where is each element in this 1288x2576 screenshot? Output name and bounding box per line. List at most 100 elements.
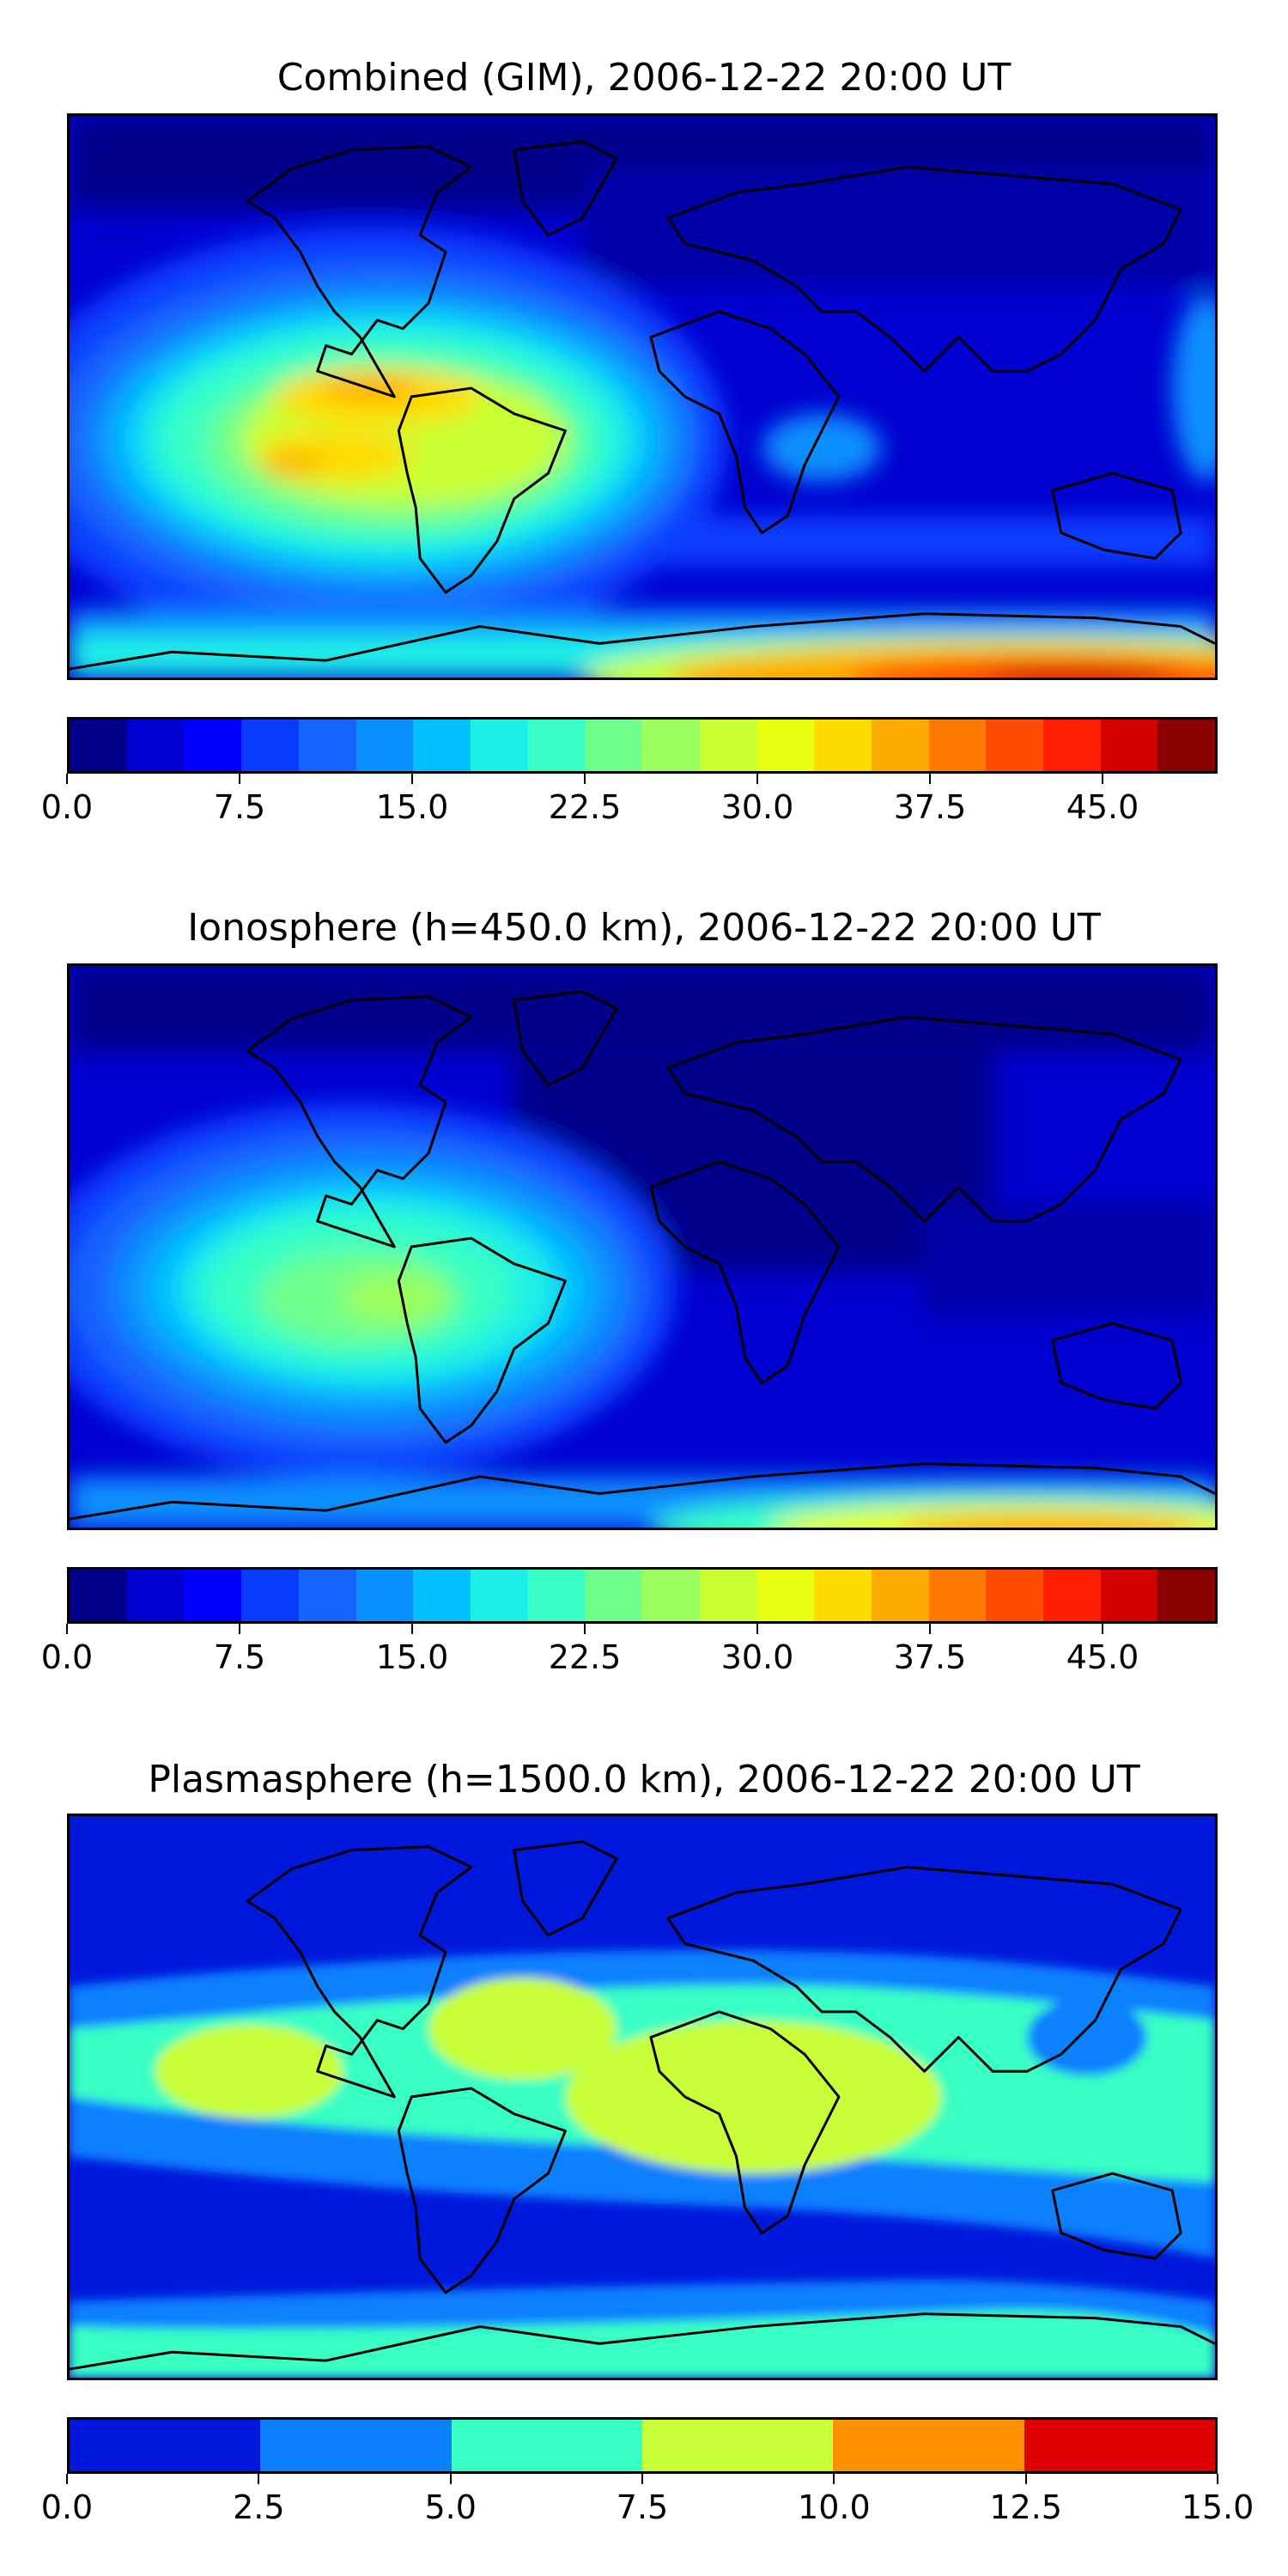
colorbar-segment (1157, 720, 1215, 771)
colorbar-segment (70, 1570, 127, 1621)
colorbar-segment (585, 1570, 643, 1621)
colorbar-segment (184, 1570, 242, 1621)
colorbar-tick-mark (1024, 2474, 1027, 2484)
colorbar-segment (70, 720, 127, 771)
colorbar-tick-label: 22.5 (548, 788, 622, 826)
colorbar-ticks-plasmasphere: 0.0 2.5 5.0 7.5 10.0 12.5 15.0 (41, 2474, 1254, 2526)
colorbar-segment (814, 1570, 872, 1621)
colorbar-segment (1042, 1570, 1101, 1621)
colorbar-segment (413, 1570, 471, 1621)
colorbar-segment (642, 720, 700, 771)
colorbar-tick-mark (411, 1624, 413, 1634)
colorbar-segment (298, 1570, 356, 1621)
coastline-africa (649, 1160, 841, 1385)
colorbar-segment (355, 1570, 414, 1621)
coastline-eurasia (666, 1865, 1182, 2073)
colorbar-tick-label: 7.5 (213, 1638, 266, 1676)
colorbar-tick-label: 30.0 (720, 1638, 794, 1676)
tec-contours (70, 1949, 1215, 2378)
coastline-north-america (246, 995, 473, 1249)
colorbar-tick-label: 7.5 (616, 2488, 669, 2526)
coastlines (70, 140, 1215, 671)
colorbar-tick-mark (833, 2474, 835, 2484)
coastline-antarctica (70, 612, 1215, 671)
colorbar-ticks-combined: 0.0 7.5 15.0 22.5 30.0 37.5 45.0 (41, 774, 1218, 826)
map-plasmasphere-svg (70, 1816, 1215, 2378)
colorbar-tick-mark (756, 1624, 758, 1634)
coastline-north-america (246, 145, 473, 398)
colorbar-tick-mark (239, 774, 240, 784)
colorbar-segment (833, 2420, 1024, 2471)
coastline-greenland (513, 1840, 618, 1937)
colorbar-segment (1042, 720, 1101, 771)
coastline-north-america (246, 1845, 473, 2099)
map-ionosphere-svg (70, 966, 1215, 1528)
coastline-antarctica (70, 2312, 1215, 2371)
colorbar-segment (928, 1570, 987, 1621)
colorbar-tick-label: 10.0 (798, 2488, 871, 2526)
colorbar-segment (1024, 2420, 1215, 2471)
colorbar-tick-mark (1102, 774, 1103, 784)
coastline-south-america (397, 2087, 567, 2294)
colorbar-tick-label: 2.5 (233, 2488, 285, 2526)
panel-title-ionosphere: Ionosphere (h=450.0 km), 2006-12-22 20:0… (187, 906, 1101, 950)
colorbar-tick-label: 30.0 (720, 788, 794, 826)
panel-title-combined: Combined (GIM), 2006-12-22 20:00 UT (276, 56, 1012, 100)
colorbar-tick-label: 45.0 (1066, 1638, 1139, 1676)
coastlines (70, 990, 1215, 1521)
map-ionosphere (67, 963, 1218, 1530)
colorbar-tick-label: 12.5 (989, 2488, 1062, 2526)
colorbar-segment (241, 1570, 299, 1621)
colorbar-segment (241, 720, 299, 771)
colorbar-tick-mark (66, 2474, 68, 2484)
colorbar-ticks-ionosphere: 0.0 7.5 15.0 22.5 30.0 37.5 45.0 (41, 1624, 1218, 1676)
coastline-australia (1051, 471, 1182, 560)
colorbar-tick-label: 45.0 (1066, 788, 1139, 826)
colorbar-tick-label: 5.0 (424, 2488, 477, 2526)
colorbar-tick-mark (66, 774, 68, 784)
coastline-africa (649, 310, 841, 535)
colorbar-tick-mark (584, 1624, 586, 1634)
colorbar-segment (1100, 720, 1158, 771)
colorbar-segment (986, 1570, 1043, 1621)
colorbar-segment (298, 720, 356, 771)
colorbar-segment (470, 720, 528, 771)
colorbar-segment (642, 1570, 700, 1621)
colorbar-segment (451, 2420, 642, 2471)
colorbar-segment (470, 1570, 528, 1621)
coastline-eurasia (666, 1015, 1182, 1223)
colorbar-segment (585, 720, 643, 771)
colorbar-tick-mark (258, 2474, 260, 2484)
colorbar-tick-mark (239, 1624, 240, 1634)
colorbar-segment (126, 720, 185, 771)
colorbar-segment (641, 2420, 834, 2471)
colorbar-tick-mark (929, 774, 931, 784)
coastline-australia (1051, 2172, 1182, 2260)
colorbar-tick-label: 0.0 (40, 1638, 94, 1676)
colorbar-tick-mark (1217, 2474, 1218, 2484)
coastline-eurasia (666, 165, 1182, 373)
colorbar-segment (756, 1570, 815, 1621)
colorbar-tick-label: 0.0 (40, 2488, 94, 2526)
colorbar-tick-label: 7.5 (213, 788, 266, 826)
map-combined (67, 113, 1218, 680)
colorbar-segment (699, 720, 757, 771)
colorbar-ionosphere (67, 1567, 1218, 1624)
colorbar-segment (699, 1570, 757, 1621)
colorbar-tick-mark (66, 1624, 68, 1634)
colorbar-plasmasphere (67, 2417, 1218, 2474)
coastline-africa (649, 2010, 841, 2235)
colorbar-tick-mark (756, 774, 758, 784)
colorbar-tick-label: 37.5 (893, 1638, 967, 1676)
colorbar-segment (928, 720, 987, 771)
coastline-south-america (397, 1236, 567, 1444)
colorbar-tick-label: 15.0 (1181, 2488, 1255, 2526)
colorbar-tick-mark (411, 774, 413, 784)
colorbar-tick-label: 22.5 (548, 1638, 622, 1676)
colorbar-segment (355, 720, 414, 771)
colorbar-segment (756, 720, 815, 771)
coastline-south-america (397, 386, 567, 594)
coastline-greenland (513, 990, 618, 1087)
colorbar-segment (184, 720, 242, 771)
